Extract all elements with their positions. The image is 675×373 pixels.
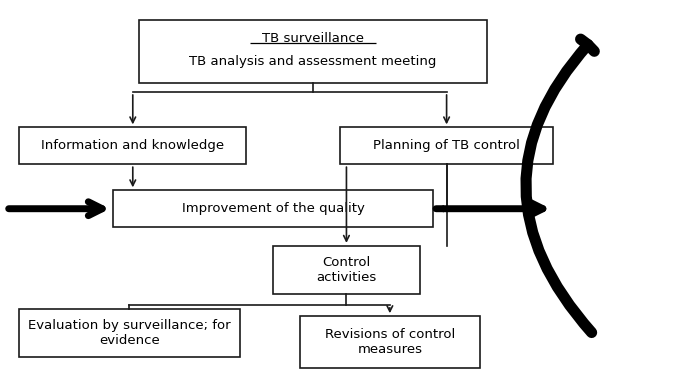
FancyBboxPatch shape <box>140 20 487 83</box>
Text: TB surveillance: TB surveillance <box>262 32 364 45</box>
Text: Control
activities: Control activities <box>317 256 377 284</box>
FancyBboxPatch shape <box>340 127 554 164</box>
Text: TB analysis and assessment meeting: TB analysis and assessment meeting <box>190 55 437 68</box>
FancyBboxPatch shape <box>20 309 240 357</box>
Text: Improvement of the quality: Improvement of the quality <box>182 202 364 215</box>
Text: Evaluation by surveillance; for
evidence: Evaluation by surveillance; for evidence <box>28 319 231 347</box>
FancyBboxPatch shape <box>20 127 246 164</box>
Text: Planning of TB control: Planning of TB control <box>373 139 520 152</box>
FancyBboxPatch shape <box>273 246 420 294</box>
FancyBboxPatch shape <box>113 190 433 227</box>
FancyBboxPatch shape <box>300 316 480 368</box>
FancyArrowPatch shape <box>526 39 594 332</box>
Text: Information and knowledge: Information and knowledge <box>41 139 224 152</box>
Text: Revisions of control
measures: Revisions of control measures <box>325 328 455 356</box>
